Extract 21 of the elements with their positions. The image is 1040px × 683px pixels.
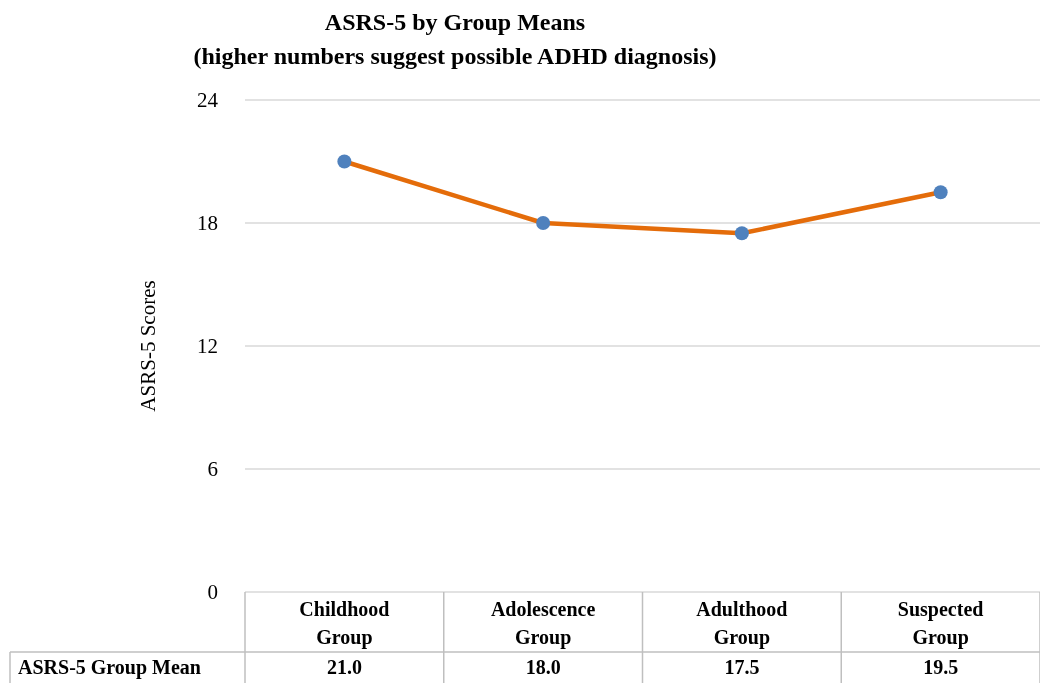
y-tick-label: 6 <box>207 457 218 482</box>
x-tick-label: Suspected Group <box>897 598 984 649</box>
text: ASRS-5 Group Mean <box>18 656 201 679</box>
x-tick-label: Adulthood Group <box>696 598 788 649</box>
data-label: 19.5 <box>923 656 959 678</box>
x-tick-label: Childhood Group <box>299 598 390 649</box>
data-label: 21.0 <box>326 656 362 678</box>
data-label: 18.0 <box>525 656 561 678</box>
y-tick-label: 18 <box>197 211 218 236</box>
point <box>536 216 551 230</box>
y-tick-label: 24 <box>197 88 219 113</box>
y-axis-title: ASRS-5 Scores <box>136 280 160 412</box>
point <box>734 226 749 241</box>
point <box>337 154 352 169</box>
y-tick-label: 12 <box>197 334 218 359</box>
point <box>933 185 948 200</box>
x-tick-label: Adolescence Group <box>490 598 596 649</box>
chart-subtitle: (higher numbers suggest possible ADHD diagnosis) <box>193 43 717 69</box>
data-label: 17.5 <box>724 656 760 678</box>
chart-title: ASRS-5 by Group Means <box>324 9 586 35</box>
y-tick-label: 0 <box>207 580 218 605</box>
